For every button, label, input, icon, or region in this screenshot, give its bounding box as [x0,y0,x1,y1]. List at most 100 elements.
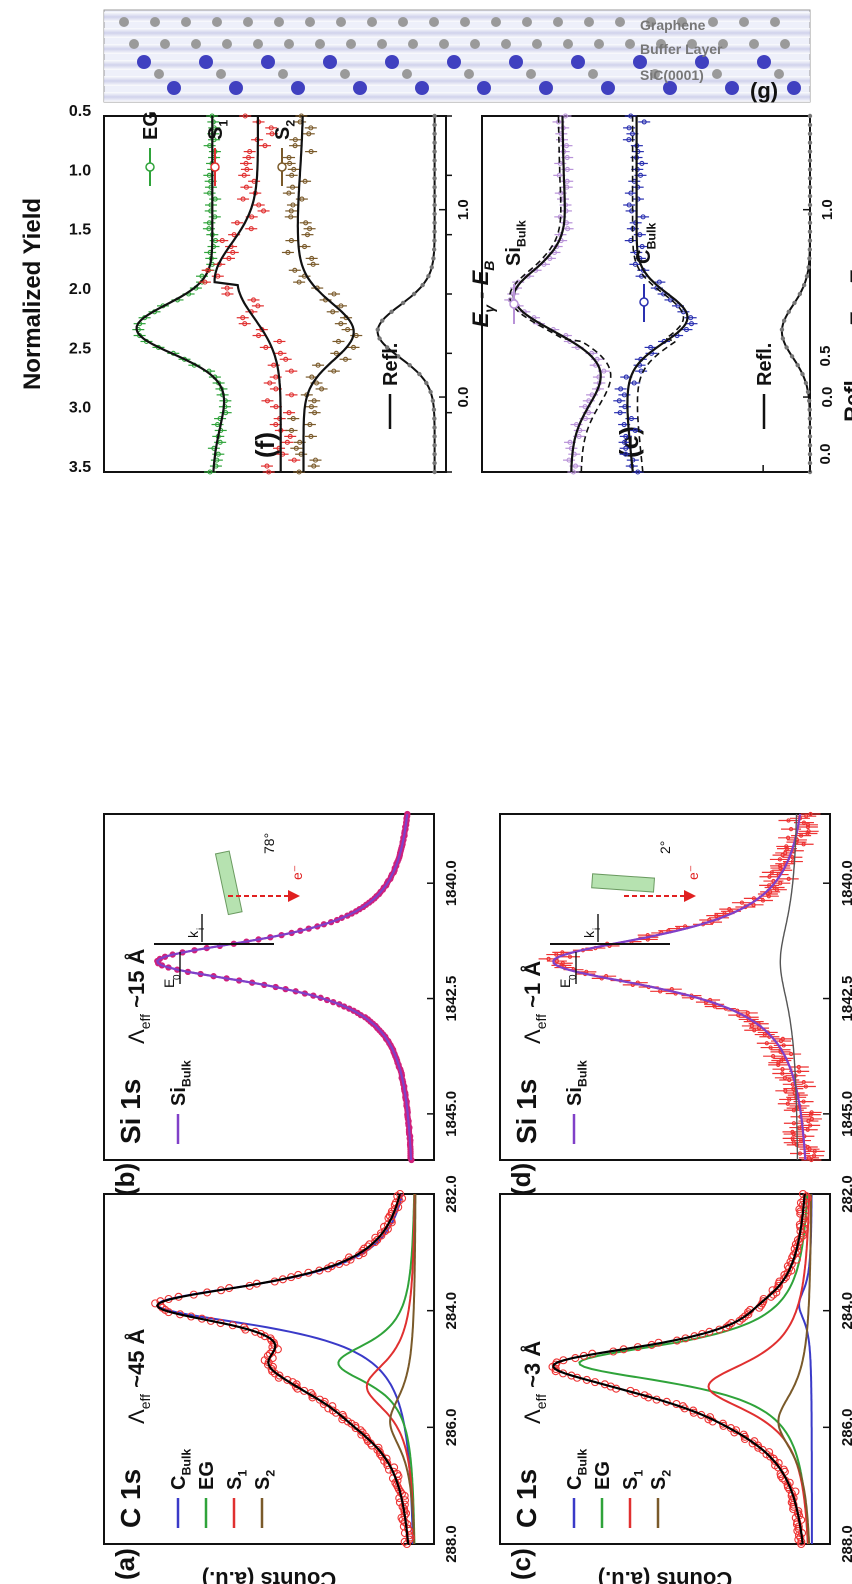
data-point [308,404,314,410]
total-fit-line [156,813,413,1161]
data-point [240,315,246,321]
data-point [791,1086,796,1091]
si-atom [353,81,367,95]
data-point [432,425,437,430]
data-point [780,1067,785,1072]
data-point [809,1116,815,1122]
data-points [154,810,415,1164]
panel-letter: (c) [506,1548,536,1580]
reflectivity-data [779,113,813,475]
data-point [801,820,807,825]
data-point [639,243,645,250]
data-point [244,166,250,172]
data-point [628,190,634,196]
data-point [564,154,570,161]
data-point [807,211,813,217]
data-point [289,172,295,178]
data-point [805,389,811,395]
data-point [345,327,351,333]
data-point [801,1099,806,1104]
data-point [231,232,237,238]
data-point [807,131,813,136]
data-point [786,876,791,882]
data-point [302,243,308,250]
data-point [255,303,261,309]
data-point [688,321,695,327]
data-point [623,451,629,457]
data-point [768,1045,773,1050]
data-point [640,214,646,220]
legend-entry: S2 [648,1470,674,1490]
data-point [432,451,437,457]
data-point [304,232,311,238]
y-tick-label: 2.0 [69,281,91,298]
data-point [312,457,319,463]
standing-wave-band [104,28,810,38]
legend-entry: S1 [620,1470,646,1490]
graphene-atom [708,17,718,27]
buffer-atom [377,39,387,49]
graphene-atom [460,17,470,27]
inset-e-sub: 0 [568,974,579,980]
data-point [298,113,304,119]
buffer-atom [191,39,201,49]
plot-frame [499,1193,831,1545]
buffer-atom [687,39,697,49]
plot-frame [499,813,831,1161]
si-atom [757,55,771,69]
data-point [330,309,336,315]
data-point [292,143,298,149]
s1-yield-fit [213,116,282,472]
data-point [784,844,789,849]
data-point [307,226,313,232]
buffer-atom [501,39,511,49]
data-point [313,380,320,386]
data-point [308,125,314,131]
data-point [407,362,412,368]
data-point [807,407,812,412]
data-point [781,318,787,323]
graphene-atom [770,17,780,27]
data-point [617,410,623,416]
data-point [432,113,437,119]
data-point [242,113,248,119]
buffer-atom [439,39,449,49]
data-point [264,398,271,404]
data-point [206,226,212,232]
data-point [751,896,757,901]
y-tick-label: 0.5 [817,346,834,367]
data-point [807,1123,813,1128]
data-point [296,469,302,475]
inset-e-label: E [161,979,177,988]
inset-k-sub: i [592,928,603,930]
legend-entry: Refl. [754,343,776,386]
data-point [621,421,627,428]
data-point [400,300,406,306]
data-point [807,238,813,243]
data-point [286,410,292,416]
data-point [431,256,436,261]
legend-entry: S2 [272,120,298,140]
graphene-atom [553,17,563,27]
total-fit-line [155,1193,410,1545]
data-point [287,433,293,439]
data-point [626,202,632,208]
data-point [400,1500,409,1509]
data-point [727,906,732,912]
data-point [240,196,246,202]
y-tick-label: 0.5 [69,103,91,120]
graphene-atom [739,17,749,27]
data-point [299,196,305,202]
si-atom [725,81,739,95]
inset-sample [214,850,243,916]
data-point [432,176,437,181]
data-point [432,158,437,163]
data-point [283,1375,292,1384]
x-tick-label: 1840.0 [839,860,852,906]
buffer-atom [160,39,170,49]
data-point [283,356,289,362]
legend-entry: SiBulk [168,1060,194,1106]
data-point [781,1056,786,1061]
si-atom [261,55,275,69]
data-point [791,1121,797,1126]
